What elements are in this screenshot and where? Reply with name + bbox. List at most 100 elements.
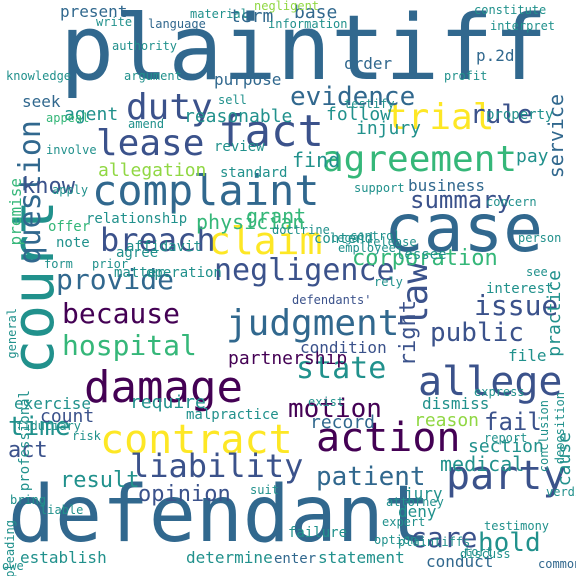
- word-allegation: allegation: [98, 160, 207, 181]
- word-owe: owe: [2, 559, 24, 573]
- word-allege: allege: [418, 359, 563, 405]
- word-interpret: interpret: [490, 19, 556, 33]
- word-section: section: [468, 436, 544, 457]
- word-action: action: [316, 415, 461, 461]
- word-testify: testify: [344, 97, 395, 111]
- word-judgment: judgment: [226, 303, 400, 344]
- word-hospital: hospital: [62, 329, 197, 362]
- word-bring: bring: [10, 493, 47, 507]
- word-attorney: attorney: [386, 495, 444, 509]
- word-state: state: [296, 351, 387, 386]
- word-rule: rule: [470, 100, 533, 130]
- word-physician: physician: [196, 210, 305, 234]
- word-constitute: constitute: [474, 3, 547, 17]
- word-dismiss: dismiss: [422, 394, 490, 413]
- word-follow: follow: [326, 104, 392, 125]
- word-doctrine: doctrine: [272, 223, 330, 237]
- word-fiduciary: fiduciary: [16, 419, 82, 433]
- word-plaintiff: plaintiff: [60, 0, 548, 101]
- word-business: business: [408, 176, 486, 195]
- word-partnership: partnership: [228, 348, 348, 369]
- word-motion: motion: [288, 394, 382, 424]
- word-record: record: [310, 412, 376, 433]
- word-operation: operation: [146, 265, 222, 281]
- word-time: time: [8, 412, 71, 442]
- word-liable: liable: [40, 503, 84, 517]
- word-count: count: [40, 406, 95, 427]
- word-find: find: [292, 148, 341, 172]
- word-property: property: [486, 107, 554, 123]
- word-claim: claim: [208, 219, 323, 263]
- word-form: form: [44, 257, 73, 271]
- word-know: know: [22, 174, 75, 199]
- word-order: order: [344, 54, 393, 73]
- word-premise: premise: [6, 178, 25, 246]
- word-term: term: [230, 6, 274, 27]
- word-support: support: [354, 181, 405, 195]
- word-authority: authority: [112, 39, 178, 53]
- word-language: language: [148, 17, 206, 31]
- word-write: write: [96, 15, 133, 29]
- word-control: control: [350, 229, 401, 243]
- word-matter: matter: [114, 265, 165, 281]
- word-require: require: [130, 392, 206, 413]
- word-discuss: discuss: [460, 547, 511, 561]
- word-deposition: deposition: [553, 392, 567, 465]
- word-trial: trial: [386, 97, 495, 138]
- word-base: base: [294, 2, 338, 23]
- word-care: care: [410, 521, 478, 554]
- word-fact: fact: [218, 106, 324, 157]
- word-damage: damage: [84, 362, 243, 413]
- word-purpose: purpose: [214, 70, 282, 89]
- word-complaint: complaint: [92, 166, 320, 215]
- word-standard: standard: [220, 165, 288, 181]
- word-reasonable: reasonable: [184, 106, 293, 127]
- word-defendant: defendant: [8, 470, 431, 560]
- word-reason: reason: [414, 410, 480, 431]
- word-conclusion: conclusion: [537, 400, 551, 473]
- word-negligent: negligent: [254, 0, 320, 13]
- word-lease: lease: [96, 123, 205, 164]
- word-patient: patient: [316, 462, 426, 492]
- word-hold: hold: [478, 528, 541, 558]
- word-exist: exist: [308, 395, 345, 409]
- word-agent: agent: [64, 104, 119, 125]
- word-statement: statement: [318, 548, 405, 567]
- word-legal: legal: [330, 231, 367, 245]
- word-lessee: lessee: [396, 247, 447, 263]
- word-knowledge: knowledge: [6, 69, 72, 83]
- word-appeal: appeal: [46, 111, 90, 125]
- word-fail: fail: [484, 408, 542, 436]
- word-sell: sell: [218, 93, 247, 107]
- word-interest: interest: [486, 281, 554, 297]
- word-summary: summary: [410, 186, 512, 214]
- word-conduct: conduct: [426, 552, 494, 571]
- word-relationship: relationship: [86, 211, 188, 227]
- word-seek: seek: [22, 92, 61, 111]
- word-right: right: [396, 300, 421, 367]
- word-jury: jury: [404, 484, 443, 503]
- word-plaintiffs: plaintiffs: [398, 535, 471, 549]
- word-pay: pay: [516, 146, 549, 167]
- word-agreement: agreement: [322, 139, 518, 180]
- word-determine: determine: [186, 548, 273, 567]
- word-argument: argument: [124, 69, 182, 83]
- word-prior: prior: [92, 257, 129, 271]
- word-person: person: [518, 231, 562, 245]
- word-defendants-: defendants': [292, 293, 372, 307]
- word-opinion: opinion: [138, 482, 231, 507]
- word-release: release: [366, 235, 417, 249]
- word-grant: grant: [246, 204, 307, 228]
- word-contract: contract: [100, 417, 293, 463]
- word-injury: injury: [356, 118, 422, 139]
- word-material: material: [190, 7, 248, 21]
- word-failure: failure: [288, 525, 348, 541]
- word-evidence: evidence: [290, 82, 416, 112]
- word-employee: employee: [338, 241, 396, 255]
- word-p-2d: p.2d: [476, 46, 515, 65]
- word-result: result: [60, 468, 140, 493]
- word-exercise: exercise: [14, 394, 92, 413]
- word-see: see: [526, 265, 548, 279]
- word-act: act: [8, 438, 48, 463]
